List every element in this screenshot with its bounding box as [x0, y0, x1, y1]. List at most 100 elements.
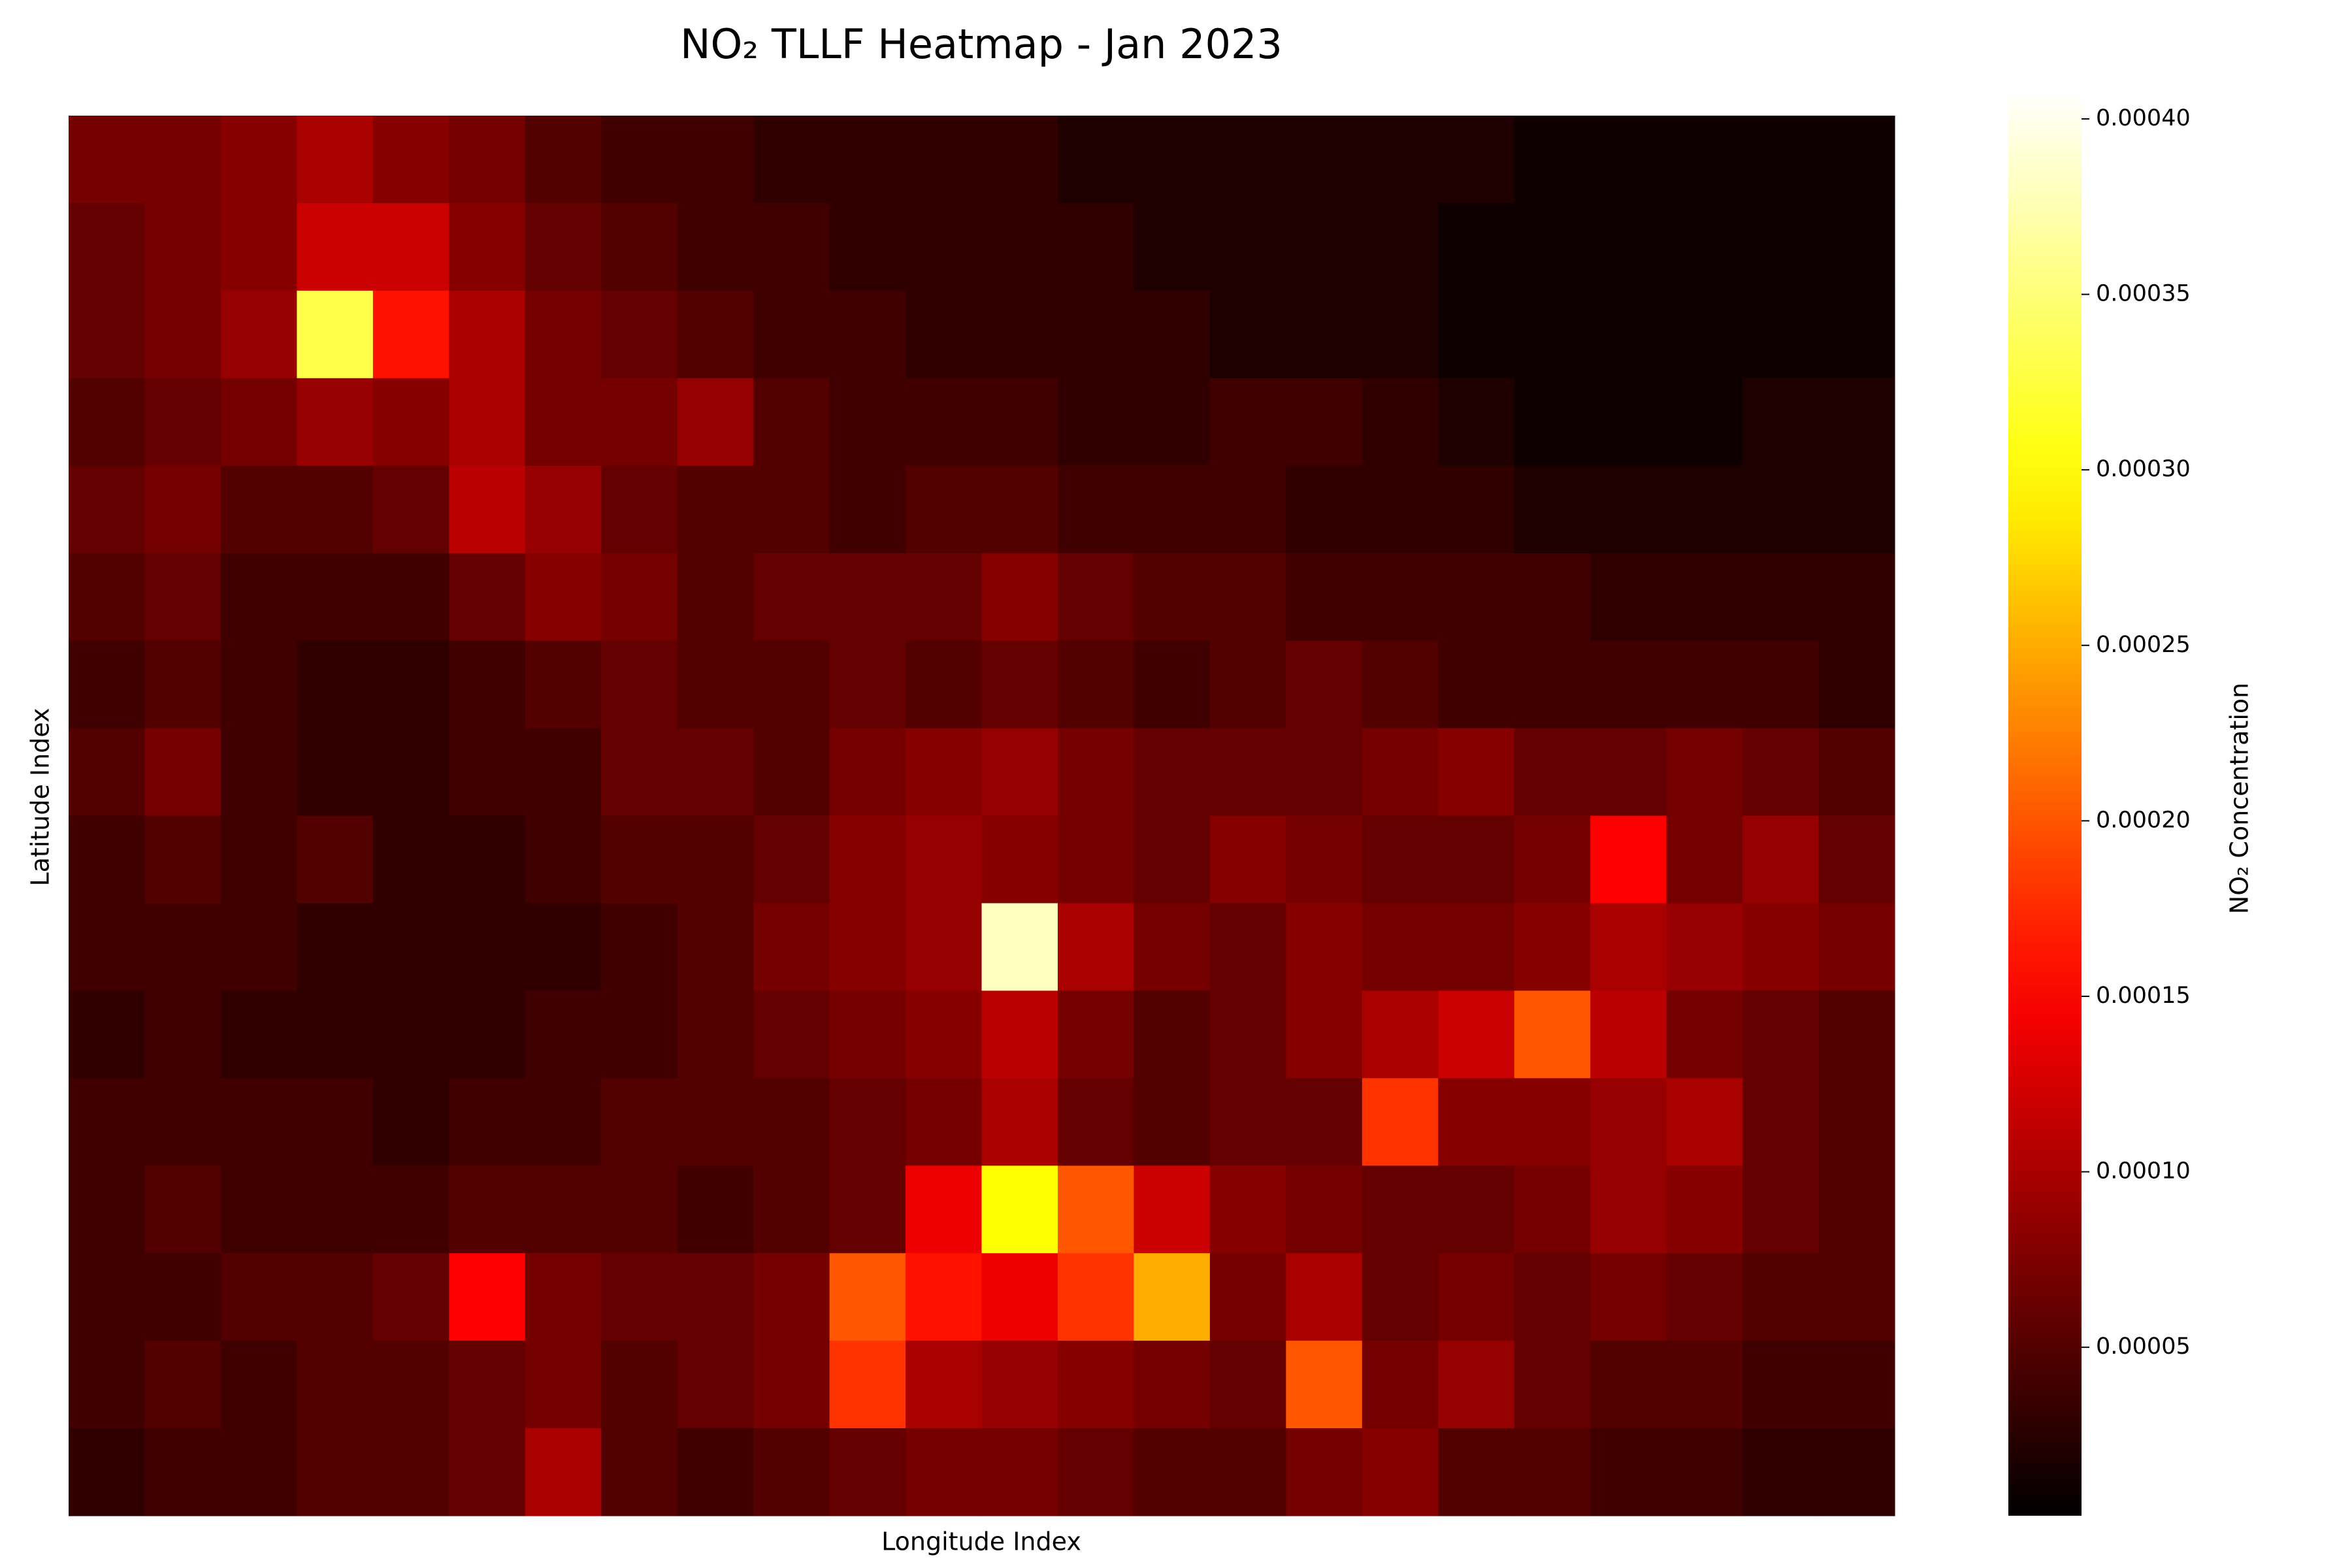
- heatmap-cell: [1134, 116, 1211, 204]
- heatmap-cell: [144, 1428, 221, 1516]
- heatmap-cell: [1209, 815, 1286, 904]
- heatmap-cell: [1286, 1428, 1363, 1516]
- heatmap-cell: [1286, 990, 1363, 1079]
- heatmap-cell: [525, 1253, 602, 1341]
- heatmap-cell: [981, 1166, 1058, 1254]
- heatmap-cell: [1209, 290, 1286, 379]
- heatmap-cell: [906, 203, 983, 291]
- heatmap-cell: [69, 1166, 146, 1254]
- heatmap-cell: [981, 553, 1058, 642]
- heatmap-cell: [1590, 815, 1667, 904]
- heatmap-cell: [372, 116, 449, 204]
- heatmap-cell: [525, 640, 602, 729]
- heatmap-cell: [144, 640, 221, 729]
- heatmap-cell: [601, 378, 678, 466]
- heatmap-cell: [1134, 378, 1211, 466]
- heatmap-cell: [601, 290, 678, 379]
- heatmap-cell: [525, 378, 602, 466]
- heatmap-cell: [1209, 553, 1286, 642]
- heatmap-cell: [1514, 290, 1591, 379]
- heatmap-cell: [297, 378, 374, 466]
- heatmap-cell: [1742, 990, 1820, 1079]
- heatmap-cell: [1666, 903, 1743, 991]
- heatmap-cell: [1209, 1341, 1286, 1429]
- heatmap-cell: [677, 465, 754, 554]
- heatmap-cell: [981, 465, 1058, 554]
- colorbar-tick-label: 0.00020: [2096, 807, 2191, 833]
- heatmap-cell: [981, 203, 1058, 291]
- heatmap-cell: [1514, 1428, 1591, 1516]
- heatmap-cell: [525, 116, 602, 204]
- heatmap-cell: [1438, 116, 1515, 204]
- heatmap-cell: [69, 116, 146, 204]
- heatmap-cell: [449, 1166, 526, 1254]
- heatmap-cell: [372, 1253, 449, 1341]
- heatmap-cell: [1514, 203, 1591, 291]
- heatmap-cell: [601, 815, 678, 904]
- heatmap-cell: [906, 990, 983, 1079]
- heatmap-cell: [601, 203, 678, 291]
- heatmap-cell: [1818, 903, 1895, 991]
- heatmap-cell: [1057, 990, 1135, 1079]
- heatmap-cell: [1438, 640, 1515, 729]
- heatmap-cell: [1209, 1166, 1286, 1254]
- heatmap-cell: [1514, 903, 1591, 991]
- heatmap-cell: [981, 903, 1058, 991]
- heatmap-cell: [1742, 1428, 1820, 1516]
- heatmap-cell: [906, 1253, 983, 1341]
- heatmap-cell: [981, 290, 1058, 379]
- heatmap-cell: [906, 378, 983, 466]
- heatmap-cell: [297, 116, 374, 204]
- heatmap-cell: [1134, 290, 1211, 379]
- heatmap-cell: [753, 903, 830, 991]
- heatmap-cell: [220, 378, 297, 466]
- heatmap-cell: [220, 290, 297, 379]
- heatmap-cell: [1362, 465, 1439, 554]
- heatmap-cell: [449, 815, 526, 904]
- heatmap-cell: [981, 1428, 1058, 1516]
- heatmap-cell: [677, 1166, 754, 1254]
- colorbar-tick-label: 0.00015: [2096, 983, 2191, 1009]
- heatmap-cell: [753, 465, 830, 554]
- heatmap-cell: [1590, 1078, 1667, 1166]
- heatmap-cell: [1362, 1166, 1439, 1254]
- heatmap-cell: [1742, 465, 1820, 554]
- heatmap-cell: [1742, 815, 1820, 904]
- heatmap-cell: [1514, 640, 1591, 729]
- heatmap-cell: [829, 903, 906, 991]
- heatmap-cell: [372, 553, 449, 642]
- heatmap-cell: [1818, 203, 1895, 291]
- heatmap-cell: [144, 1253, 221, 1341]
- heatmap-cell: [1818, 1166, 1895, 1254]
- heatmap-cell: [753, 728, 830, 817]
- heatmap-cell: [753, 203, 830, 291]
- heatmap-cell: [1362, 815, 1439, 904]
- heatmap-cell: [1057, 465, 1135, 554]
- heatmap-cell: [449, 203, 526, 291]
- heatmap-cell: [829, 990, 906, 1079]
- heatmap-cell: [1818, 1253, 1895, 1341]
- heatmap-cell: [144, 815, 221, 904]
- heatmap-cell: [449, 640, 526, 729]
- heatmap-cell: [449, 1078, 526, 1166]
- heatmap-cell: [906, 728, 983, 817]
- heatmap-cell: [1514, 1078, 1591, 1166]
- heatmap-cell: [297, 290, 374, 379]
- heatmap-cell: [1057, 903, 1135, 991]
- heatmap-cell: [449, 990, 526, 1079]
- heatmap-cell: [906, 1166, 983, 1254]
- heatmap-cell: [372, 1341, 449, 1429]
- heatmap-cell: [601, 553, 678, 642]
- heatmap-cell: [829, 290, 906, 379]
- heatmap-cell: [1286, 1253, 1363, 1341]
- heatmap-cell: [1209, 1078, 1286, 1166]
- heatmap-cell: [1362, 378, 1439, 466]
- heatmap-cell: [1666, 1428, 1743, 1516]
- heatmap-cell: [601, 1253, 678, 1341]
- heatmap-cell: [677, 116, 754, 204]
- heatmap-cell: [220, 1166, 297, 1254]
- heatmap-cell: [1209, 1428, 1286, 1516]
- heatmap-cell: [981, 378, 1058, 466]
- heatmap-cell: [1209, 1253, 1286, 1341]
- heatmap-cell: [1134, 1078, 1211, 1166]
